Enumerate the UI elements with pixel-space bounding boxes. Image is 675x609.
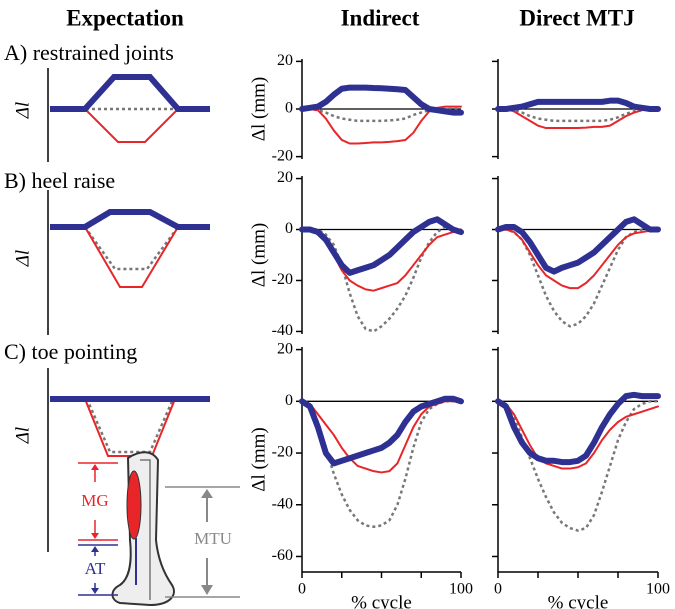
y-axis-label: Δl (mm) xyxy=(248,223,269,287)
y-tick-label: 20 xyxy=(277,340,293,357)
schematic-a: Δl xyxy=(12,68,210,162)
y-tick-label: 0 xyxy=(285,220,293,237)
x-axis-label: % cycle xyxy=(351,592,412,609)
schematic-ylabel: Δl xyxy=(12,250,33,267)
row-label: C) toe pointing xyxy=(4,339,137,364)
data-line xyxy=(302,225,461,333)
data-line xyxy=(498,228,658,328)
column-title: Indirect xyxy=(341,5,420,30)
y-tick-label: 20 xyxy=(277,169,293,186)
x-tick-label: 0 xyxy=(494,581,502,598)
data-line xyxy=(495,391,661,466)
data-line xyxy=(497,400,659,470)
data-line xyxy=(498,107,658,123)
data-line xyxy=(299,395,464,467)
data-line xyxy=(495,97,661,112)
y-axis-label: Δl (mm) xyxy=(248,77,269,141)
y-axis-label: Δl (mm) xyxy=(248,427,269,491)
data-line xyxy=(301,400,462,474)
y-tick-label: -20 xyxy=(272,271,293,288)
x-axis-label: % cycle xyxy=(548,592,609,609)
y-tick-label: -20 xyxy=(272,444,293,461)
mtu-label: MTU xyxy=(194,529,232,548)
data-line xyxy=(497,400,658,532)
mg-label: MG xyxy=(81,491,108,510)
column-title: Expectation xyxy=(66,5,184,30)
data-line xyxy=(497,228,659,290)
y-tick-label: -60 xyxy=(272,547,293,564)
row-label: A) restrained joints xyxy=(4,40,174,65)
y-tick-label: 0 xyxy=(285,392,293,409)
y-tick-label: 0 xyxy=(285,100,293,117)
schematic-c: Δl xyxy=(12,368,210,552)
schematic-ylabel: Δl xyxy=(12,102,33,119)
data-line xyxy=(299,216,464,276)
schematic-ylabel: Δl xyxy=(12,427,33,444)
x-tick-label: 100 xyxy=(449,581,473,598)
data-line xyxy=(495,216,661,275)
y-tick-label: 20 xyxy=(277,52,293,69)
data-line xyxy=(299,84,464,116)
data-line xyxy=(301,400,461,528)
x-tick-label: 0 xyxy=(298,581,306,598)
y-tick-label: -20 xyxy=(272,147,293,164)
y-tick-label: -40 xyxy=(272,322,293,339)
x-tick-label: 100 xyxy=(646,581,670,598)
leg-illustration: MG AT MTU xyxy=(78,451,240,607)
data-line xyxy=(497,108,659,130)
schematic-b: Δl xyxy=(12,190,210,335)
column-title: Direct MTJ xyxy=(519,5,634,30)
at-label: AT xyxy=(85,559,106,578)
y-tick-label: -40 xyxy=(272,495,293,512)
row-label: B) heel raise xyxy=(4,168,115,193)
